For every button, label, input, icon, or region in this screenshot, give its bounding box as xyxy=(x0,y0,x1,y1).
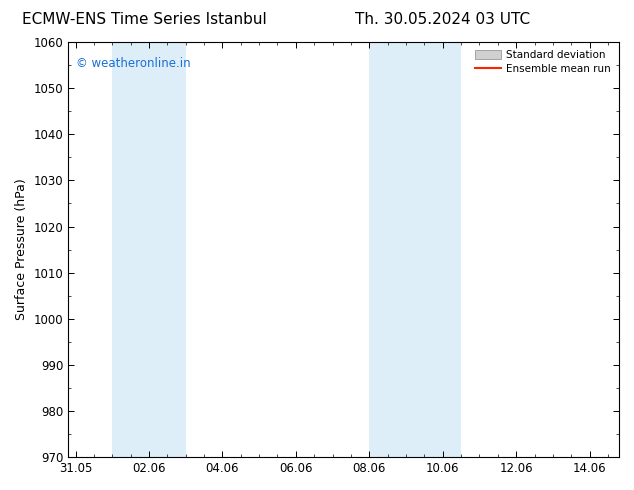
Y-axis label: Surface Pressure (hPa): Surface Pressure (hPa) xyxy=(15,179,28,320)
Bar xyxy=(369,42,406,457)
Bar xyxy=(406,42,461,457)
Text: Th. 30.05.2024 03 UTC: Th. 30.05.2024 03 UTC xyxy=(355,12,530,27)
Bar xyxy=(112,42,186,457)
Text: © weatheronline.in: © weatheronline.in xyxy=(77,56,191,70)
Text: ECMW-ENS Time Series Istanbul: ECMW-ENS Time Series Istanbul xyxy=(22,12,266,27)
Legend: Standard deviation, Ensemble mean run: Standard deviation, Ensemble mean run xyxy=(472,47,614,76)
